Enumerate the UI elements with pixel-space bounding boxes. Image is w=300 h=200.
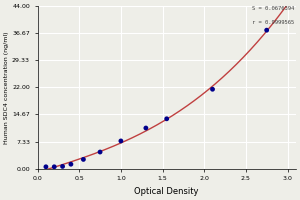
Point bbox=[164, 117, 169, 120]
Point bbox=[98, 150, 103, 154]
Point bbox=[44, 165, 48, 168]
Point bbox=[60, 165, 65, 168]
Text: S = 0.0676394: S = 0.0676394 bbox=[252, 6, 294, 11]
X-axis label: Optical Density: Optical Density bbox=[134, 187, 199, 196]
Point bbox=[52, 165, 57, 168]
Point bbox=[118, 139, 123, 143]
Point bbox=[264, 29, 269, 32]
Point bbox=[68, 163, 73, 166]
Point bbox=[210, 88, 215, 91]
Point bbox=[81, 158, 86, 161]
Y-axis label: Human SDC4 concentration (ng/ml): Human SDC4 concentration (ng/ml) bbox=[4, 31, 9, 144]
Text: r = 0.9999565: r = 0.9999565 bbox=[252, 20, 294, 25]
Point bbox=[143, 126, 148, 130]
